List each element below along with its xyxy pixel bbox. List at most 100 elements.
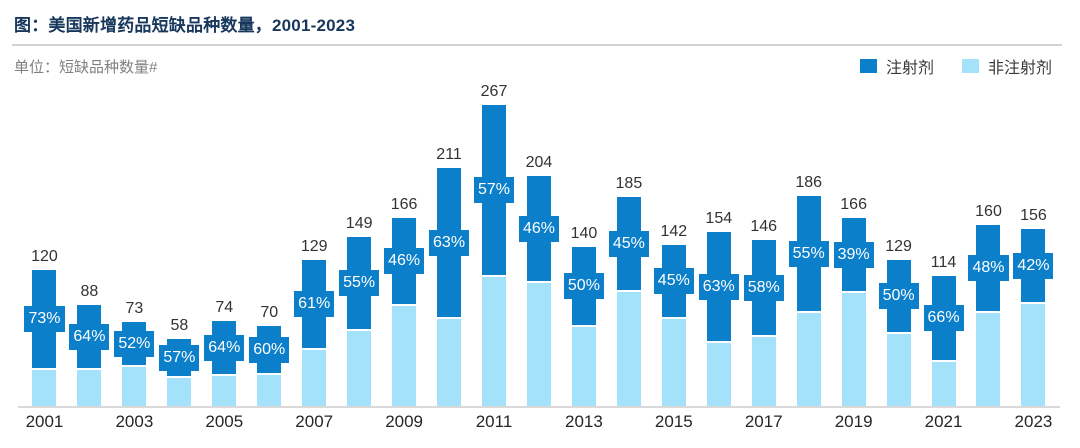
bar: 48% — [968, 225, 1009, 406]
injectable-share-label: 50% — [878, 283, 919, 309]
non-injectable-segment — [706, 343, 731, 406]
injectable-share-label: 66% — [923, 305, 964, 331]
x-axis-tick-label: 2023 — [1014, 412, 1053, 431]
bar-group: 129 50% — [876, 80, 921, 438]
injectable-share-label: 57% — [159, 344, 200, 371]
bar-group: 70 60% — [247, 80, 292, 438]
bar-group: 185 45% — [606, 80, 651, 438]
injectable-share-label: 64% — [204, 334, 245, 361]
bar-stack: 114 66% — [921, 80, 966, 406]
bar-stack: 73 52% — [112, 80, 157, 406]
bar-stack: 129 50% — [876, 80, 921, 406]
bar: 50% — [878, 260, 919, 406]
bar-total-label: 129 — [300, 238, 328, 255]
bar: 46% — [518, 176, 559, 406]
x-axis-tick-label: 2013 — [565, 412, 603, 431]
non-injectable-segment — [347, 331, 372, 406]
non-injectable-segment — [122, 367, 147, 406]
bar-stack: 149 55% — [337, 80, 382, 406]
bar-stack: 160 48% — [966, 80, 1011, 406]
x-axis-line — [18, 406, 1060, 408]
bar-total-label: 156 — [1020, 207, 1047, 224]
injectable-share-label: 55% — [788, 240, 829, 267]
legend: 注射剂 非注射剂 — [859, 54, 1062, 78]
bar-total-label: 73 — [125, 300, 144, 317]
bar-group: 186 55% — [786, 80, 831, 438]
bar-stack: 88 64% — [67, 80, 112, 406]
legend-item-injectable: 注射剂 — [859, 54, 934, 78]
bar-stack: 156 42% — [1011, 80, 1056, 406]
injectable-share-label: 50% — [563, 273, 604, 299]
bar-group: 58 57% — [157, 80, 202, 438]
stacked-bar-chart: 120 73% 2001 88 64% 73 52% 2003 58 57% 74 64% 2005 70… — [12, 80, 1062, 434]
non-injectable-segment — [661, 319, 686, 406]
bar-stack: 186 55% — [786, 80, 831, 406]
bar-group: 88 64% — [67, 80, 112, 438]
bar-total-label: 154 — [705, 210, 733, 227]
legend-label: 注射剂 — [885, 60, 934, 77]
injectable-share-label: 55% — [339, 270, 380, 296]
bar: 63% — [429, 168, 470, 406]
bar-group: 74 64% 2005 — [202, 80, 247, 438]
bar-stack: 120 73% — [22, 80, 67, 406]
x-axis-tick-label: 2005 — [205, 412, 244, 431]
legend-label: 非注射剂 — [987, 60, 1052, 77]
non-injectable-segment — [32, 370, 57, 406]
x-axis-tick-label: 2003 — [115, 412, 154, 431]
bar-total-label: 204 — [525, 154, 553, 171]
bar: 39% — [833, 218, 874, 406]
bar-stack: 146 58% — [741, 80, 786, 406]
bar-stack: 204 46% — [516, 80, 561, 406]
bar-stack: 154 63% — [696, 80, 741, 406]
injectable-share-label: 58% — [743, 274, 784, 301]
chart-title: 图：美国新增药品短缺品种数量，2001-2023 — [14, 16, 356, 35]
bars-area: 120 73% 2001 88 64% 73 52% 2003 58 57% 74 64% 2005 70… — [22, 80, 1056, 438]
bar-stack: 211 63% — [427, 80, 472, 406]
bar: 64% — [69, 305, 110, 406]
bar-total-label: 88 — [80, 283, 99, 300]
legend-color-swatch — [859, 59, 877, 73]
non-injectable-segment — [571, 327, 596, 406]
bar-group: 211 63% — [427, 80, 472, 438]
bar-total-label: 120 — [31, 248, 58, 265]
injectable-share-label: 46% — [384, 248, 425, 274]
legend-item-non-injectable: 非注射剂 — [961, 54, 1052, 78]
non-injectable-segment — [212, 376, 237, 406]
bar-group: 166 46% 2009 — [382, 80, 427, 438]
bar-group: 160 48% — [966, 80, 1011, 438]
bar: 45% — [653, 245, 694, 406]
bar-group: 154 63% — [696, 80, 741, 438]
injectable-share-label: 60% — [249, 336, 290, 363]
injectable-share-label: 61% — [294, 291, 335, 317]
bar-total-label: 166 — [840, 196, 867, 213]
bar: 63% — [698, 232, 739, 406]
bar-group: 267 57% 2011 — [472, 80, 517, 438]
non-injectable-segment — [616, 292, 641, 406]
bar-stack: 74 64% — [202, 80, 247, 406]
bar: 55% — [788, 196, 829, 406]
injectable-share-label: 39% — [833, 241, 874, 268]
non-injectable-segment — [751, 337, 776, 406]
bar-group: 73 52% 2003 — [112, 80, 157, 438]
bar: 57% — [473, 105, 515, 406]
bar-total-label: 146 — [750, 218, 778, 235]
injectable-share-label: 48% — [968, 255, 1009, 281]
bar-group: 140 50% 2013 — [561, 80, 606, 438]
title-divider — [12, 44, 1062, 46]
bar-total-label: 74 — [215, 299, 234, 316]
bar: 61% — [294, 260, 335, 406]
bar: 60% — [249, 326, 290, 406]
x-axis-tick-label: 2001 — [25, 412, 64, 431]
bar-stack: 166 39% — [831, 80, 876, 406]
bar-total-label: 185 — [615, 175, 643, 192]
bar-stack: 185 45% — [606, 80, 651, 406]
injectable-share-label: 45% — [608, 230, 649, 257]
bar-stack: 129 61% — [292, 80, 337, 406]
bar-stack: 140 50% — [561, 80, 606, 406]
injectable-share-label: 42% — [1013, 252, 1054, 279]
bar-stack: 267 57% — [472, 80, 517, 406]
bar-total-label: 140 — [570, 225, 598, 242]
non-injectable-segment — [257, 375, 282, 406]
bar-total-label: 114 — [930, 254, 957, 271]
